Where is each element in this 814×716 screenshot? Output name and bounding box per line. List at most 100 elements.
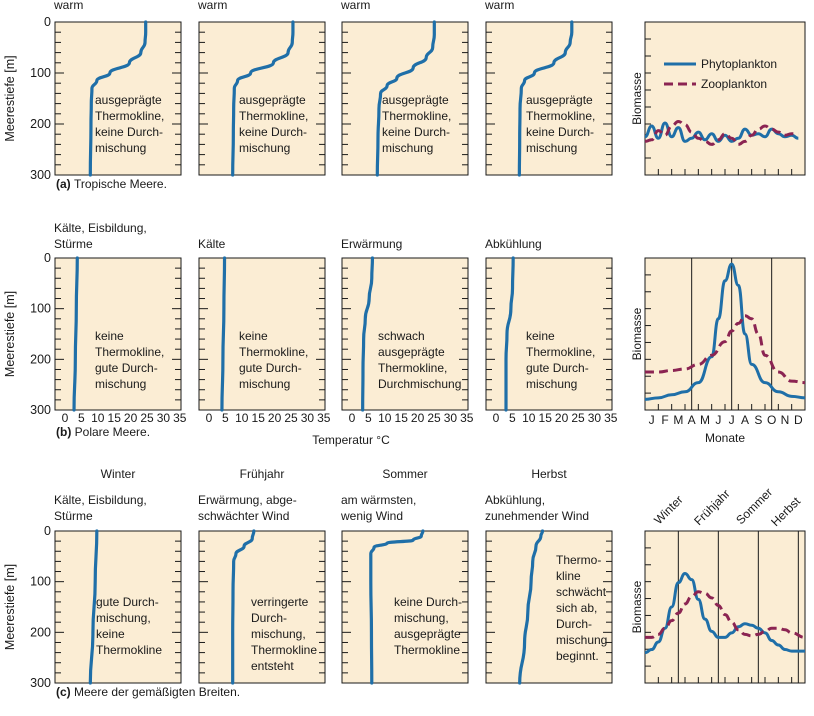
depth-tick-label: 300 [30,168,51,182]
panel-annotation-text: schwach [378,329,425,343]
temperature-tick-label: 25 [427,411,441,425]
biomass-background [644,530,806,684]
panel-header-text: Abkühlung, [485,493,545,507]
depth-tick-label: 0 [44,15,51,29]
panel-annotation-text: gute Durch- [96,595,159,609]
panel-header-text: Kälte [198,237,226,251]
profile-panel: ausgeprägte Thermokline, keine Durch-misch… [53,0,182,177]
panel-annotation-text: Durch- [251,611,287,625]
temperature-tick-label: 30 [301,411,315,425]
temperature-tick-label: 25 [140,411,154,425]
temperature-tick-label: 35 [604,411,618,425]
month-tick-label: F [661,413,668,427]
profile-panel: keine Thermokline, gute Durch-mischung Kält… [54,221,187,425]
temperature-tick-label: 35 [317,411,331,425]
panel-header-text: Stürme [54,509,93,523]
temperature-tick-label: 15 [252,411,266,425]
panel-annotation-text: mischung [95,377,146,391]
caption-text: Meere der gemäßigten Breiten. [74,685,240,699]
depth-tick-label: 100 [30,66,51,80]
panel-annotation-text: keine Durch- [239,125,307,139]
temperature-tick-label: 30 [588,411,602,425]
panel-annotation-text: Thermokline, [239,109,308,123]
panel-annotation-text: Thermokline, [95,109,164,123]
temperature-profile-line [518,529,545,685]
temperature-profile-line [504,256,515,412]
panel-annotation-text: kline [556,569,581,583]
panel-annotation-text: Thermo- [556,553,601,567]
panel-annotation-text: Thermokline, [526,109,595,123]
month-tick-label: D [794,413,803,427]
panel-background [198,257,326,411]
row-caption: (b) Polare Meere. [56,425,150,439]
depth-tick-label: 200 [30,352,51,366]
panel-background [54,21,182,176]
depth-tick-label: 200 [30,117,51,131]
panel-background [198,21,326,176]
temperature-tick-label: 15 [108,411,122,425]
temperature-tick-label: 20 [555,411,569,425]
zooplankton-line [645,590,806,639]
panel-header-text: Erwärmung, abge- [198,493,297,507]
panel-annotation-text: schwächt [556,585,607,599]
panel-annotation-text: mischung, [251,627,306,641]
chart-row-a: Meerestiefe [m] 0 100 200 300 ausgeprägte Ther… [3,0,806,191]
temperature-tick-label: 5 [509,411,516,425]
temperature-tick-label: 0 [349,411,356,425]
temperature-tick-label: 25 [284,411,298,425]
month-tick-label: N [781,413,790,427]
panel-annotation-text: keine Durch- [382,125,450,139]
panel-header-text: Abkühlung [485,237,542,251]
profile-panel: gute Durch-mischung, keine Thermokline Kält… [54,493,182,685]
phytoplankton-line [644,262,806,401]
panel-header-text: Kälte, Eisbildung, [54,221,147,235]
panel-annotation-text: mischung [526,377,577,391]
temperature-profile-line [231,20,295,177]
panel-annotation-text: Durchmischung [378,377,461,391]
month-tick-label: J [715,413,721,427]
y-axis-label: Meerestiefe [m] [3,55,17,141]
panel-annotation-text: mischung [382,141,433,155]
month-tick-label: J [649,413,655,427]
temperature-tick-label: 25 [571,411,585,425]
temperature-tick-label: 10 [235,411,249,425]
caption-letter: (a) [56,177,74,191]
panel-annotation-text: keine [96,627,125,641]
biomass-background [644,21,806,176]
panel-annotation-text: gute Durch- [95,361,158,375]
panel-annotation-text: ausgeprägte [526,93,593,107]
profile-panel: ausgeprägte Thermokline, keine Durch-misch… [340,0,469,177]
panel-annotation-text: keine Durch- [526,125,594,139]
biomass-axis-label: Biomasse [630,307,644,360]
profile-panel: Thermo-kline schwächt sich ab, Durch-mischu… [485,493,613,685]
profile-panel: keine Thermokline, gute Durch-mischung Kält… [198,237,331,425]
panel-annotation-text: mischung [95,141,146,155]
panel-annotation-text: gute Durch- [239,361,302,375]
panel-annotation-text: Thermokline [394,643,460,657]
temperature-tick-label: 5 [222,411,229,425]
panel-background [485,530,613,684]
panel-annotation-text: keine Durch- [95,125,163,139]
season-header: Sommer [382,467,427,481]
panel-annotation-text: Thermokline, [239,345,308,359]
chart-row-b: Meerestiefe [m]0100200300keineThermoklin… [3,221,806,447]
panel-annotation-text: Thermokline [251,643,317,657]
temperature-tick-label: 20 [268,411,282,425]
caption-text: Polare Meere. [75,425,150,439]
panel-background [54,530,182,684]
row-caption: (a) Tropische Meere. [56,177,167,191]
temperature-profile-line [88,529,99,685]
month-tick-label: M [700,413,710,427]
panel-header-text: warm [53,0,83,12]
panel-annotation-text: mischung [239,141,290,155]
biomass-axis-label: Biomasse [630,72,644,125]
temperature-profile-line [369,529,425,685]
profile-panel: ausgeprägte Thermokline, keine Durch-misch… [484,0,613,177]
panel-annotation-text: Thermokline, [382,109,451,123]
depth-tick-label: 100 [30,302,51,316]
temperature-profile-line [220,256,227,412]
temperature-profile-line [361,256,375,412]
y-axis-label: Meerestiefe [m] [3,564,17,650]
